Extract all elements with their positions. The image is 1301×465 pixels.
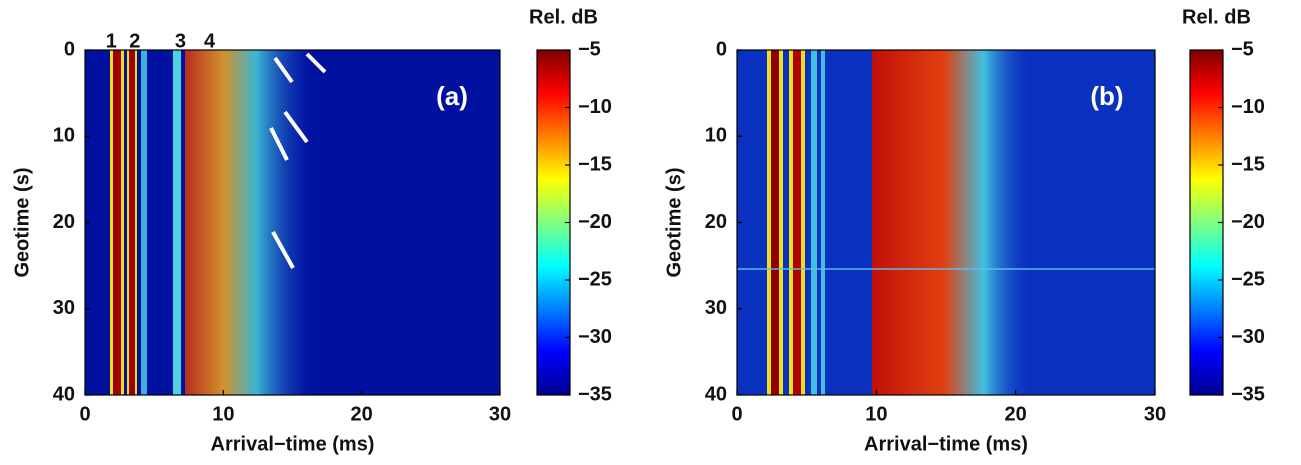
heatmap-image bbox=[85, 50, 500, 395]
y-tick-label: 0 bbox=[64, 38, 75, 60]
colorbar-tick-label: −10 bbox=[578, 96, 612, 118]
arrival-label: 2 bbox=[129, 30, 140, 52]
x-tick-label: 30 bbox=[489, 403, 511, 425]
x-tick-label: 10 bbox=[212, 403, 234, 425]
y-tick-label: 40 bbox=[53, 383, 75, 405]
x-tick-label: 0 bbox=[79, 403, 90, 425]
x-tick-label: 10 bbox=[865, 403, 887, 425]
heatmap-image bbox=[737, 50, 1155, 395]
y-tick-label: 0 bbox=[716, 38, 727, 60]
colorbar-label: Rel. dB bbox=[1182, 6, 1251, 28]
y-tick-label: 40 bbox=[705, 383, 727, 405]
y-axis-label: Geotime (s) bbox=[663, 167, 685, 277]
colorbar-tick-label: −35 bbox=[1231, 383, 1265, 405]
colorbar-tick-label: −5 bbox=[578, 38, 601, 60]
colorbar bbox=[1190, 50, 1223, 395]
colorbar-tick-label: −5 bbox=[1231, 38, 1254, 60]
colorbar-tick-label: −15 bbox=[1231, 153, 1265, 175]
y-tick-label: 10 bbox=[53, 125, 75, 147]
colorbar-tick-label: −30 bbox=[1231, 326, 1265, 348]
colorbar-tick-label: −15 bbox=[578, 153, 612, 175]
y-tick-label: 30 bbox=[705, 297, 727, 319]
x-tick-label: 20 bbox=[1005, 403, 1027, 425]
colorbar-tick-label: −10 bbox=[1231, 96, 1265, 118]
colorbar bbox=[537, 50, 570, 395]
y-tick-label: 10 bbox=[705, 125, 727, 147]
y-tick-label: 30 bbox=[53, 297, 75, 319]
panel-label: (b) bbox=[1090, 81, 1123, 111]
arrival-label: 4 bbox=[204, 30, 216, 52]
x-tick-label: 30 bbox=[1144, 403, 1166, 425]
colorbar-tick-label: −20 bbox=[578, 211, 612, 233]
colorbar-tick-label: −20 bbox=[1231, 211, 1265, 233]
y-tick-label: 20 bbox=[705, 211, 727, 233]
colorbar-tick-label: −25 bbox=[578, 268, 612, 290]
x-axis-label: Arrival−time (ms) bbox=[864, 433, 1028, 455]
colorbar-label: Rel. dB bbox=[529, 6, 598, 28]
panel-label: (a) bbox=[436, 81, 468, 111]
y-tick-label: 20 bbox=[53, 211, 75, 233]
x-tick-label: 0 bbox=[731, 403, 742, 425]
colorbar-tick-label: −30 bbox=[578, 326, 612, 348]
colorbar-tick-label: −35 bbox=[578, 383, 612, 405]
colorbar-tick-label: −25 bbox=[1231, 268, 1265, 290]
x-axis-label: Arrival−time (ms) bbox=[211, 433, 375, 455]
y-axis-label: Geotime (s) bbox=[11, 167, 33, 277]
arrival-label: 1 bbox=[106, 30, 117, 52]
x-tick-label: 20 bbox=[351, 403, 373, 425]
arrival-label: 3 bbox=[175, 30, 186, 52]
